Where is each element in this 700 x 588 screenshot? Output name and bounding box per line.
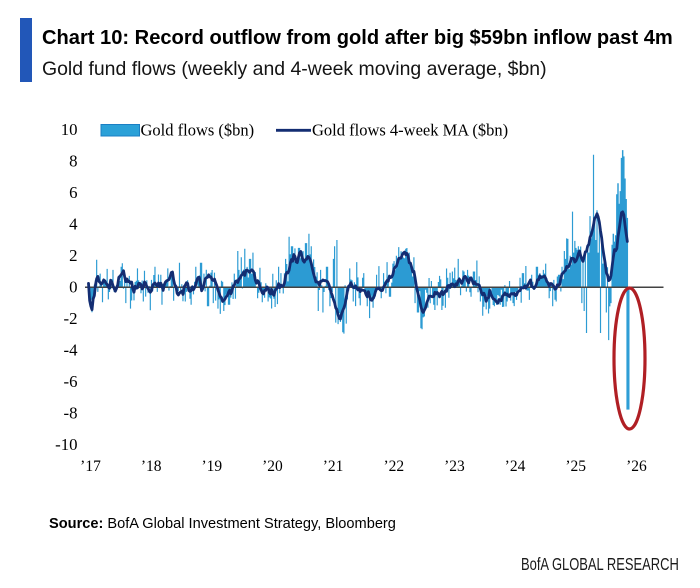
- svg-text:6: 6: [69, 183, 77, 202]
- svg-text:’26: ’26: [626, 458, 647, 475]
- svg-text:10: 10: [61, 120, 78, 139]
- svg-text:0: 0: [69, 278, 77, 297]
- svg-text:’24: ’24: [505, 458, 526, 475]
- svg-text:’23: ’23: [444, 458, 465, 475]
- svg-text:’19: ’19: [201, 458, 222, 475]
- svg-text:-4: -4: [64, 341, 79, 360]
- svg-text:8: 8: [69, 151, 77, 170]
- svg-text:4: 4: [69, 214, 78, 233]
- svg-text:Gold flows 4-week MA ($bn): Gold flows 4-week MA ($bn): [312, 121, 508, 140]
- svg-text:’21: ’21: [323, 458, 344, 475]
- svg-text:2: 2: [69, 246, 77, 265]
- svg-text:Gold flows ($bn): Gold flows ($bn): [141, 121, 255, 140]
- svg-text:’18: ’18: [141, 458, 162, 475]
- svg-text:-6: -6: [64, 372, 78, 391]
- svg-text:’17: ’17: [80, 458, 101, 475]
- svg-text:-8: -8: [64, 404, 78, 423]
- svg-text:-2: -2: [64, 309, 78, 328]
- svg-text:-10: -10: [55, 435, 77, 454]
- svg-text:’20: ’20: [262, 458, 283, 475]
- svg-text:’22: ’22: [383, 458, 404, 475]
- svg-text:’25: ’25: [565, 458, 586, 475]
